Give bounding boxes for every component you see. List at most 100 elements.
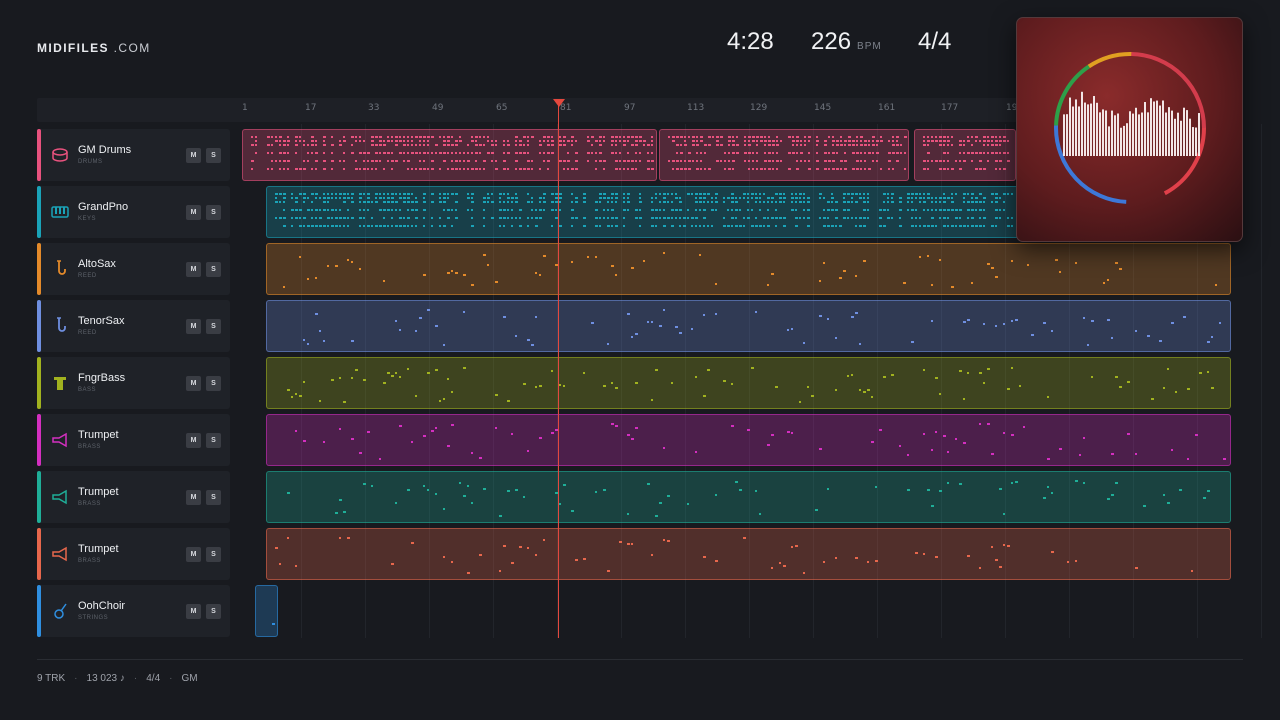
- track-color-bar: [37, 300, 41, 352]
- mute-button[interactable]: M: [186, 604, 201, 619]
- logo-main: MIDIFILES: [37, 41, 109, 55]
- ruler-tick: 49: [432, 103, 444, 113]
- track-name: FngrBass: [78, 372, 126, 384]
- track-header-trumpet-1[interactable]: Trumpet BRASS M S: [37, 414, 230, 466]
- track-color-bar: [37, 129, 41, 181]
- mute-button[interactable]: M: [186, 433, 201, 448]
- track-category: REED: [78, 273, 97, 279]
- meter-display: 4/4: [918, 28, 952, 55]
- mute-button[interactable]: M: [186, 376, 201, 391]
- solo-button[interactable]: S: [206, 376, 221, 391]
- track-header-fngrbass[interactable]: FngrBass BASS M S: [37, 357, 230, 409]
- track-color-bar: [37, 357, 41, 409]
- grid-line: [749, 124, 750, 638]
- track-name: Trumpet: [78, 429, 119, 441]
- grid-line: [813, 124, 814, 638]
- grid-line: [1005, 124, 1006, 638]
- solo-button[interactable]: S: [206, 490, 221, 505]
- solo-button[interactable]: S: [206, 433, 221, 448]
- grid-line: [621, 124, 622, 638]
- solo-button[interactable]: S: [206, 547, 221, 562]
- mute-button[interactable]: M: [186, 319, 201, 334]
- ruler-tick: 145: [814, 103, 832, 113]
- track-header-oohchoir[interactable]: OohChoir STRINGS M S: [37, 585, 230, 637]
- midi-clip[interactable]: [266, 414, 1231, 466]
- guitar-icon: [54, 603, 67, 619]
- track-color-bar: [37, 414, 41, 466]
- grid-line: [1069, 124, 1070, 638]
- note-pattern: [295, 423, 1226, 460]
- track-color-bar: [37, 186, 41, 238]
- ruler-tick: 177: [941, 103, 959, 113]
- ruler-tick: 81: [560, 103, 572, 113]
- midi-clip[interactable]: [266, 357, 1231, 409]
- grid-line: [301, 124, 302, 638]
- grid-line: [1197, 124, 1198, 638]
- track-color-bar: [37, 243, 41, 295]
- solo-button[interactable]: S: [206, 148, 221, 163]
- track-header-tenorsax[interactable]: TenorSax REED M S: [37, 300, 230, 352]
- note-pattern: [668, 136, 907, 170]
- track-category: BASS: [78, 387, 97, 393]
- ruler-tick: 33: [368, 103, 380, 113]
- midi-clip[interactable]: [255, 585, 278, 637]
- mute-button[interactable]: M: [186, 490, 201, 505]
- playhead[interactable]: [558, 100, 559, 638]
- status-bar: 9 TRK · 13 023 ♪ · 4/4 · GM: [37, 673, 198, 684]
- track-header-altosax[interactable]: AltoSax REED M S: [37, 243, 230, 295]
- solo-button[interactable]: S: [206, 604, 221, 619]
- track-header-trumpet-3[interactable]: Trumpet BRASS M S: [37, 528, 230, 580]
- logo: MIDIFILES .COM: [37, 41, 151, 55]
- solo-button[interactable]: S: [206, 262, 221, 277]
- tempo-value: 226: [811, 28, 852, 55]
- trumpet-icon: [52, 489, 67, 505]
- track-color-bar: [37, 585, 41, 637]
- track-header-gm-drums[interactable]: GM Drums DRUMS M S: [37, 129, 230, 181]
- track-name: GM Drums: [78, 144, 132, 156]
- track-header-trumpet-2[interactable]: Trumpet BRASS M S: [37, 471, 230, 523]
- midi-clip[interactable]: [659, 129, 909, 181]
- grid-line: [429, 124, 430, 638]
- trumpet-icon: [52, 432, 67, 448]
- track-category: REED: [78, 330, 97, 336]
- midi-standard: GM: [181, 673, 198, 684]
- grid-line: [1261, 124, 1262, 638]
- grid-line: [1133, 124, 1134, 638]
- time-display: 4:28: [727, 28, 774, 55]
- mute-button[interactable]: M: [186, 148, 201, 163]
- track-header-grandpno[interactable]: GrandPno KEYS M S: [37, 186, 230, 238]
- mute-button[interactable]: M: [186, 262, 201, 277]
- track-category: KEYS: [78, 216, 97, 222]
- note-pattern: [275, 537, 1193, 574]
- midi-clip[interactable]: [914, 129, 1016, 181]
- ruler-tick: 65: [496, 103, 508, 113]
- mute-button[interactable]: M: [186, 547, 201, 562]
- midi-clip[interactable]: [266, 471, 1231, 523]
- note-pattern: [272, 623, 275, 625]
- ruler-tick: 97: [624, 103, 636, 113]
- note-pattern: [287, 367, 1214, 403]
- midi-clip[interactable]: [266, 528, 1231, 580]
- note-pattern: [303, 309, 1221, 346]
- solo-button[interactable]: S: [206, 205, 221, 220]
- separator: ·: [169, 673, 173, 684]
- track-category: BRASS: [78, 558, 101, 564]
- midi-clip[interactable]: [266, 243, 1231, 295]
- drum-icon: [52, 148, 68, 162]
- mute-button[interactable]: M: [186, 205, 201, 220]
- track-category: DRUMS: [78, 159, 103, 165]
- midi-clip[interactable]: [242, 129, 657, 181]
- solo-button[interactable]: S: [206, 319, 221, 334]
- footer-divider: [37, 659, 1243, 660]
- trumpet-icon: [52, 546, 67, 562]
- midi-clip[interactable]: [266, 300, 1231, 352]
- grid-line: [877, 124, 878, 638]
- separator: ·: [74, 673, 78, 684]
- playhead-handle[interactable]: [553, 99, 565, 107]
- ruler-tick: 161: [878, 103, 896, 113]
- track-name: TenorSax: [78, 315, 125, 327]
- track-category: STRINGS: [78, 615, 109, 621]
- track-name: AltoSax: [78, 258, 116, 270]
- note-pattern: [923, 136, 1010, 170]
- track-name: Trumpet: [78, 543, 119, 555]
